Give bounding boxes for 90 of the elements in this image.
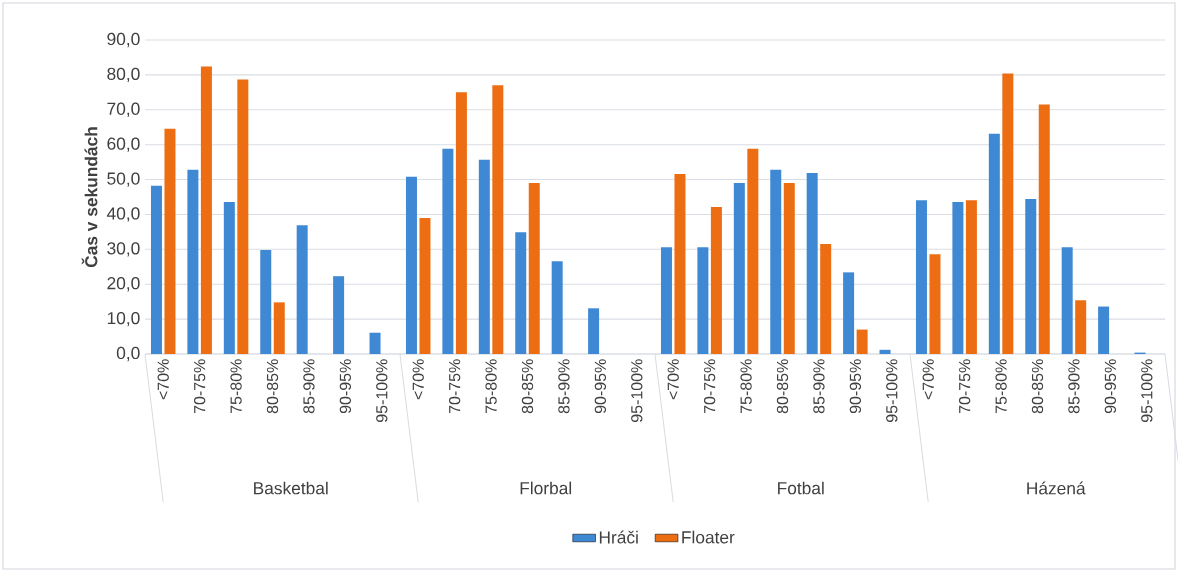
y-tick-label: 80,0 — [107, 67, 140, 83]
x-tick-label: 85-90% — [1068, 359, 1080, 414]
x-tick-label: 85-90% — [303, 359, 315, 414]
bar — [478, 159, 490, 354]
bar — [187, 169, 199, 354]
x-tick-label: 70-75% — [703, 359, 716, 414]
bar — [200, 66, 212, 354]
bar — [952, 201, 964, 354]
bar — [455, 92, 467, 354]
bar — [929, 254, 941, 354]
bar — [273, 302, 285, 354]
x-tick-label: 80-85% — [1031, 359, 1044, 414]
bar — [988, 133, 1000, 354]
bar — [405, 176, 417, 354]
x-tick-label: <70% — [412, 359, 424, 400]
y-tick-label: 0,0 — [116, 346, 140, 362]
bar — [442, 148, 454, 354]
x-tick-label: 70-75% — [193, 359, 206, 414]
bar — [419, 217, 431, 354]
x-tick-label: 70-75% — [958, 359, 971, 414]
bar — [588, 308, 600, 354]
y-tick-label: 10,0 — [107, 311, 140, 327]
x-tick-label: 95-100% — [376, 359, 388, 423]
x-tick-label: 80-85% — [266, 359, 279, 414]
y-tick-label: 70,0 — [107, 102, 140, 117]
y-axis-title: Čas v sekundách — [81, 127, 98, 268]
y-tick-label: 60,0 — [107, 137, 140, 152]
bar — [237, 79, 249, 354]
bar — [1002, 73, 1014, 354]
y-tick-label: 40,0 — [106, 207, 140, 222]
bar — [915, 200, 927, 354]
x-tick-label: 90-95% — [849, 359, 862, 414]
x-tick-label: 75-80% — [485, 359, 497, 414]
x-tick-label: 75-80% — [740, 359, 752, 414]
bar — [660, 247, 672, 354]
x-tick-label: 85-90% — [558, 359, 570, 414]
bar — [879, 349, 891, 354]
bar — [296, 225, 308, 354]
x-tick-label: <70% — [667, 359, 679, 400]
bar — [710, 207, 722, 354]
bar — [260, 250, 272, 354]
bar — [223, 201, 235, 354]
bar — [843, 272, 855, 354]
bar — [492, 85, 504, 354]
y-tick-label: 90,0 — [107, 32, 140, 48]
bar — [965, 200, 977, 354]
x-tick-label: 95-100% — [886, 359, 898, 423]
bar — [164, 128, 176, 354]
text: Florbal — [520, 481, 572, 495]
bar — [770, 169, 782, 354]
x-tick-label: <70% — [157, 359, 169, 400]
bar — [551, 261, 563, 354]
y-tick-label: 50,0 — [107, 172, 140, 187]
bar — [369, 332, 381, 354]
bar — [806, 172, 818, 354]
bar — [747, 148, 759, 354]
x-tick-label: 75-80% — [995, 359, 1007, 414]
bar — [783, 183, 795, 354]
legend-label: Hráči — [599, 530, 638, 544]
bar — [733, 183, 745, 354]
legend-label: Floater — [682, 530, 735, 544]
x-tick-label: 90-95% — [1104, 359, 1117, 414]
bar — [674, 173, 686, 354]
x-tick-label: 75-80% — [230, 359, 242, 414]
bar — [1098, 306, 1110, 354]
text: Házená — [1027, 481, 1086, 495]
bar — [820, 244, 832, 354]
y-tick-label: 30,0 — [107, 242, 140, 257]
x-tick-label: 80-85% — [776, 359, 789, 414]
bar — [1025, 199, 1037, 354]
x-tick-label: 90-95% — [594, 359, 607, 414]
text: Fotbal — [778, 481, 824, 495]
bar — [515, 232, 527, 354]
bar — [150, 185, 162, 354]
bar — [1061, 247, 1073, 354]
text: Basketbal — [254, 481, 328, 495]
x-tick-label: 95-100% — [631, 359, 643, 423]
bar — [528, 183, 540, 354]
x-tick-label: 95-100% — [1141, 359, 1153, 423]
bar — [333, 276, 345, 354]
x-tick-label: 70-75% — [448, 359, 461, 414]
y-tick-label: 20,0 — [107, 277, 140, 292]
x-tick-label: 80-85% — [521, 359, 534, 414]
x-tick-label: 85-90% — [813, 359, 825, 414]
bar — [1075, 300, 1087, 354]
bar — [1038, 104, 1050, 354]
bar — [697, 247, 709, 354]
bar — [856, 329, 868, 354]
x-tick-label: <70% — [922, 359, 934, 400]
x-tick-label: 90-95% — [339, 359, 352, 414]
